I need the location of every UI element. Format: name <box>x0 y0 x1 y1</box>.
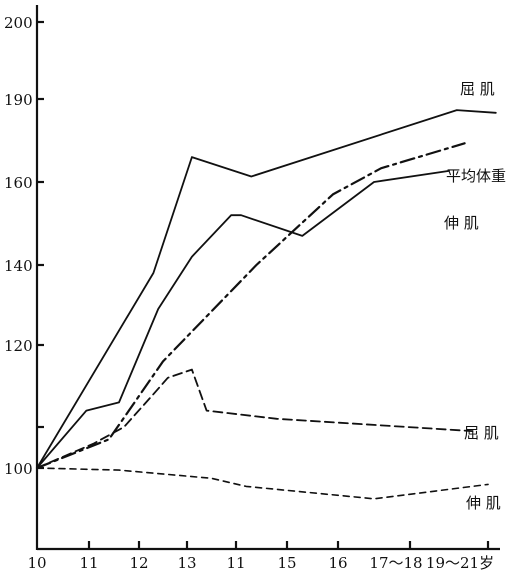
series-label-0: 屈 肌 <box>460 80 495 98</box>
y-tick-label: 160 <box>4 174 33 192</box>
series-line-3 <box>36 368 474 469</box>
x-tick-label: 10 <box>27 554 46 571</box>
x-tick-label: 11 <box>79 554 98 571</box>
x-tick-label: 12 <box>129 554 148 571</box>
series-label-2: 伸 肌 <box>444 214 479 232</box>
y-tick-label: 100 <box>4 460 33 478</box>
series-line-2 <box>36 169 450 469</box>
x-tick-label: 11 <box>226 554 245 571</box>
y-tick-label: 190 <box>4 91 33 109</box>
axes <box>35 5 500 551</box>
series-label-3: 屈 肌 <box>464 424 499 442</box>
series-label-1: 平均体重 <box>446 167 506 185</box>
y-tick-label: 140 <box>4 257 33 275</box>
series-label-4: 伸 肌 <box>466 494 501 512</box>
x-tick-label: 13 <box>177 554 196 571</box>
y-tick-label: 200 <box>4 14 33 32</box>
x-ticks: 10 11 12 13 11 15 16 17～18 19～21岁 <box>27 541 494 571</box>
x-tick-label: 17～18 <box>369 554 422 571</box>
series-layer <box>35 109 497 500</box>
y-tick-label: 120 <box>4 337 33 355</box>
x-tick-label: 15 <box>277 554 296 571</box>
series-line-0 <box>36 109 497 469</box>
x-tick-label: 19～21岁 <box>426 554 494 571</box>
y-ticks: 100 120 140 160 190 200 <box>4 14 44 478</box>
series-line-1 <box>35 142 466 470</box>
series-line-4 <box>36 467 489 500</box>
x-tick-label: 16 <box>328 554 347 571</box>
